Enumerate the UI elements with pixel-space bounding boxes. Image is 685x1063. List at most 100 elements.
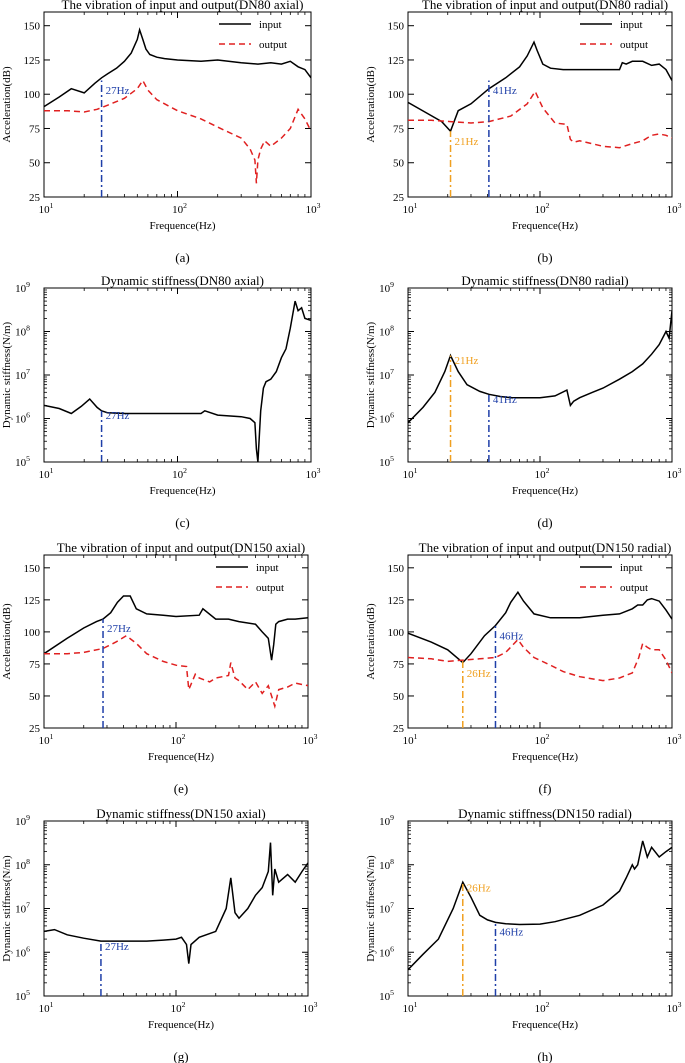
y-axis-label: Dynamic stiffness(N/m) [365, 855, 377, 962]
chart-title: Dynamic stiffness(DN150 axial) [96, 806, 265, 821]
y-tick-label: 25 [393, 723, 405, 735]
series-input [408, 590, 672, 664]
plot-frame [407, 287, 673, 463]
y-tick-label: 106 [379, 944, 394, 959]
chart-title: The vibration of input and output(DN150 … [57, 540, 305, 555]
y-tick-label: 107 [379, 367, 394, 382]
y-axis-label: Acceleration(dB) [365, 603, 377, 680]
y-tick-label: 25 [29, 192, 41, 204]
y-tick-label: 100 [24, 627, 41, 639]
x-tick-label: 103 [306, 466, 321, 481]
plot-frame [43, 820, 309, 997]
x-tick-label: 101 [403, 1000, 418, 1015]
panel-caption: (f) [539, 781, 552, 796]
x-axis-label: Frequence(Hz) [512, 220, 578, 232]
x-tick-label: 102 [172, 466, 187, 481]
chart-b: 101 102 103 25 50 75 100 125 150 21Hz 41Hz input out… [365, 0, 682, 265]
legend-label-output: output [620, 582, 648, 594]
y-axis-label: Acceleration(dB) [365, 66, 377, 143]
y-axis-label: Acceleration(dB) [1, 66, 13, 143]
y-tick-label: 108 [379, 857, 394, 872]
series-input [44, 27, 311, 108]
chart-d: 101 102 103 105 106 107 108 109 21Hz 41Hz Dynamic … [365, 273, 682, 530]
marker-label: 27Hz [106, 85, 130, 97]
y-tick-label: 50 [393, 691, 405, 703]
y-tick-label: 106 [379, 411, 394, 426]
y-tick-label: 105 [379, 988, 394, 1003]
marker-label: 27Hz [107, 623, 131, 635]
x-tick-label: 102 [172, 201, 187, 216]
x-axis-label: Frequence(Hz) [512, 1019, 578, 1031]
y-tick-label: 25 [29, 723, 41, 735]
marker-label: 21Hz [455, 355, 479, 367]
chart-title: Dynamic stiffness(DN80 axial) [101, 273, 264, 288]
chart-e: 101 102 103 25 50 75 100 125 150 27Hz input output T… [1, 540, 318, 796]
x-tick-label: 103 [667, 1000, 682, 1015]
chart-title: Dynamic stiffness(DN150 radial) [458, 806, 632, 821]
y-tick-label: 150 [388, 563, 405, 575]
y-tick-label: 150 [24, 563, 41, 575]
x-tick-label: 103 [303, 732, 318, 747]
y-axis-label: Dynamic stiffness(N/m) [1, 321, 13, 428]
chart-title: The vibration of input and output(DN80 a… [62, 0, 304, 12]
marker-label: 27Hz [105, 941, 129, 953]
series-output [408, 89, 672, 149]
chart-title: Dynamic stiffness(DN80 radial) [461, 273, 628, 288]
y-axis-label: Acceleration(dB) [1, 603, 13, 680]
y-axis-label: Dynamic stiffness(N/m) [1, 855, 13, 962]
legend-label-output: output [259, 39, 287, 51]
x-tick-label: 103 [667, 201, 682, 216]
y-tick-label: 125 [388, 595, 405, 607]
chart-h: 101 102 103 105 106 107 108 109 26Hz 46Hz Dynamic … [365, 806, 682, 1063]
series-stiffness [44, 300, 311, 462]
y-tick-label: 107 [15, 901, 30, 916]
y-tick-label: 108 [379, 324, 394, 339]
series-stiffness [408, 310, 672, 424]
y-tick-label: 106 [15, 944, 30, 959]
y-tick-label: 108 [15, 324, 30, 339]
chart-a: 101 102 103 25 50 75 100 125 150 27Hz input output T… [1, 0, 321, 265]
marker-label: 21Hz [455, 136, 479, 148]
y-tick-label: 107 [15, 367, 30, 382]
legend-label-input: input [256, 562, 279, 574]
y-tick-label: 25 [393, 192, 405, 204]
x-tick-label: 103 [303, 1000, 318, 1015]
marker-label: 26Hz [467, 668, 491, 680]
chart-f: 101 102 103 25 50 75 100 125 150 26Hz 46Hz input out… [365, 540, 682, 796]
y-tick-label: 150 [24, 21, 41, 33]
x-axis-label: Frequence(Hz) [148, 1019, 214, 1031]
y-tick-label: 75 [29, 123, 41, 135]
series-output [44, 79, 311, 184]
x-tick-label: 101 [39, 466, 54, 481]
y-tick-label: 75 [29, 659, 41, 671]
marker-label: 41Hz [493, 394, 517, 406]
x-tick-label: 102 [171, 732, 186, 747]
y-tick-label: 125 [388, 55, 405, 67]
x-tick-label: 102 [535, 1000, 550, 1015]
legend-label-input: input [620, 19, 643, 31]
plot-frame [407, 554, 673, 729]
panel-caption: (d) [537, 515, 552, 530]
x-axis-label: Frequence(Hz) [512, 485, 578, 497]
marker-label: 27Hz [106, 410, 130, 422]
y-tick-label: 109 [15, 280, 30, 295]
panel-caption: (a) [175, 250, 189, 265]
x-tick-label: 102 [171, 1000, 186, 1015]
y-tick-label: 50 [29, 691, 41, 703]
x-tick-label: 103 [667, 732, 682, 747]
series-output [44, 634, 308, 710]
y-tick-label: 125 [24, 55, 41, 67]
panel-caption: (e) [174, 781, 188, 796]
x-tick-label: 102 [535, 466, 550, 481]
y-tick-label: 105 [15, 454, 30, 469]
legend-label-input: input [620, 562, 643, 574]
panel-caption: (b) [537, 250, 552, 265]
y-tick-label: 108 [15, 857, 30, 872]
series-stiffness [408, 840, 672, 971]
y-tick-label: 100 [388, 89, 405, 101]
chart-title: The vibration of input and output(DN150 … [419, 540, 672, 555]
y-tick-label: 150 [388, 21, 405, 33]
y-axis-label: Dynamic stiffness(N/m) [365, 321, 377, 428]
y-tick-label: 107 [379, 901, 394, 916]
